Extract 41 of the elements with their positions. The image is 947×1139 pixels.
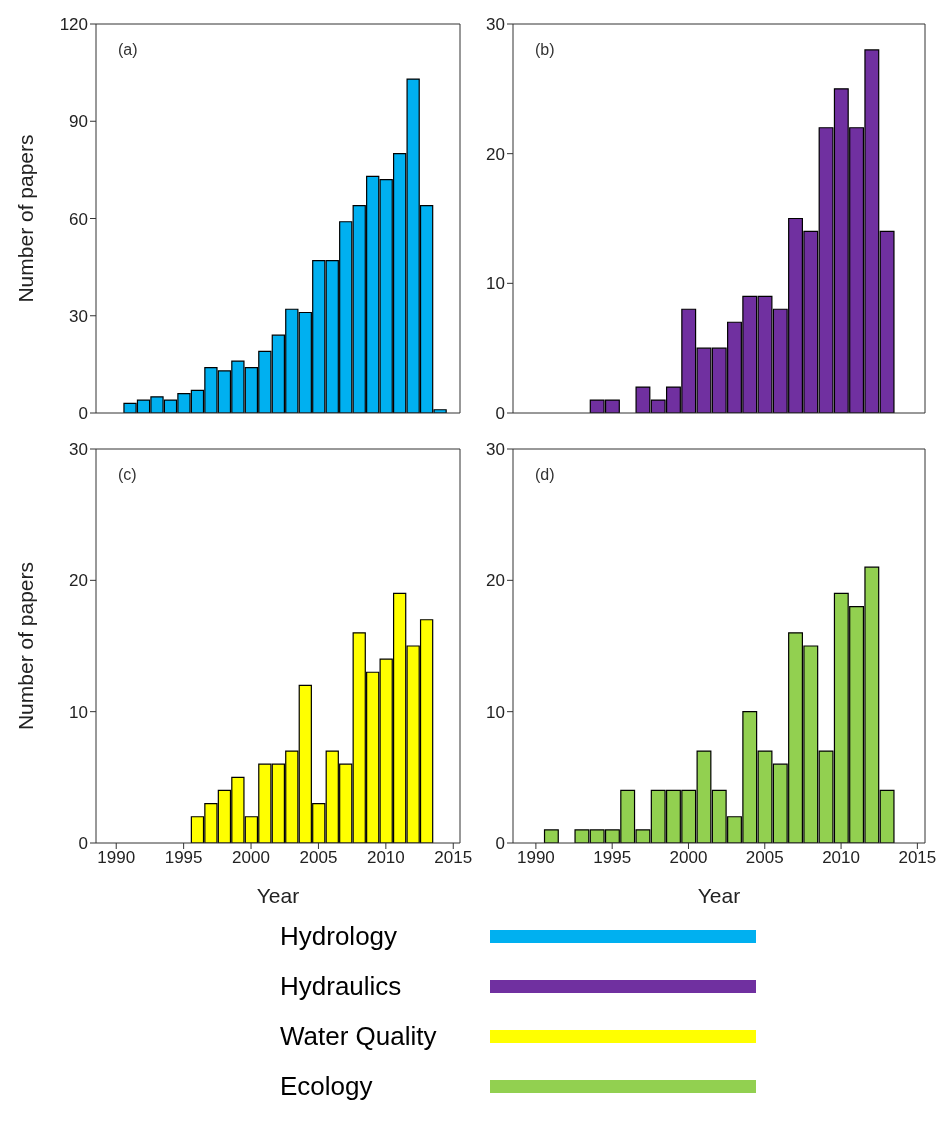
y-tick-label: 20	[69, 571, 88, 591]
x-tick-label: 2005	[745, 848, 784, 868]
y-tick-label: 0	[78, 404, 88, 424]
y-tick-label: 60	[69, 209, 88, 229]
text: Hydraulics	[280, 970, 403, 1002]
y-tick-label: 20	[486, 144, 505, 164]
text: Ecology	[280, 1070, 374, 1102]
y-tick-label: 10	[69, 702, 88, 722]
x-tick-label: 2010	[822, 848, 860, 868]
text: (a)	[118, 41, 138, 59]
x-tick-label: 2010	[366, 848, 405, 868]
text: Water Quality	[280, 1020, 438, 1052]
text: (d)	[535, 466, 555, 484]
text: (b)	[535, 41, 555, 59]
text: Hydrology	[280, 920, 399, 952]
x-tick-label: 1990	[516, 848, 555, 868]
x-tick-label: 1995	[593, 848, 632, 868]
y-tick-label: 10	[486, 702, 505, 722]
x-tick-label: 2000	[669, 848, 708, 868]
y-tick-label: 90	[69, 112, 88, 132]
x-tick-label: 2015	[898, 848, 937, 868]
y-tick-label: 30	[486, 440, 505, 460]
y-tick-label: 20	[486, 571, 505, 591]
x-axis-title: Year	[256, 884, 300, 907]
x-axis-title: Year	[697, 884, 741, 907]
y-tick-label: 120	[59, 15, 88, 35]
y-axis-title: Number of papers	[14, 134, 38, 303]
y-tick-label: 0	[78, 834, 88, 854]
x-tick-label: 1990	[97, 848, 136, 868]
y-tick-label: 0	[495, 404, 505, 424]
x-tick-label: 2005	[299, 848, 338, 868]
x-tick-label: 2000	[232, 848, 270, 868]
y-tick-label: 0	[495, 834, 505, 854]
y-tick-label: 10	[486, 274, 505, 294]
x-tick-label: 1995	[164, 848, 203, 868]
text: (c)	[118, 466, 137, 484]
x-tick-label: 2015	[434, 848, 473, 868]
y-tick-label: 30	[486, 15, 505, 35]
y-axis-title: Number of papers	[14, 561, 38, 731]
y-tick-label: 30	[69, 440, 88, 460]
y-tick-label: 30	[69, 306, 88, 326]
